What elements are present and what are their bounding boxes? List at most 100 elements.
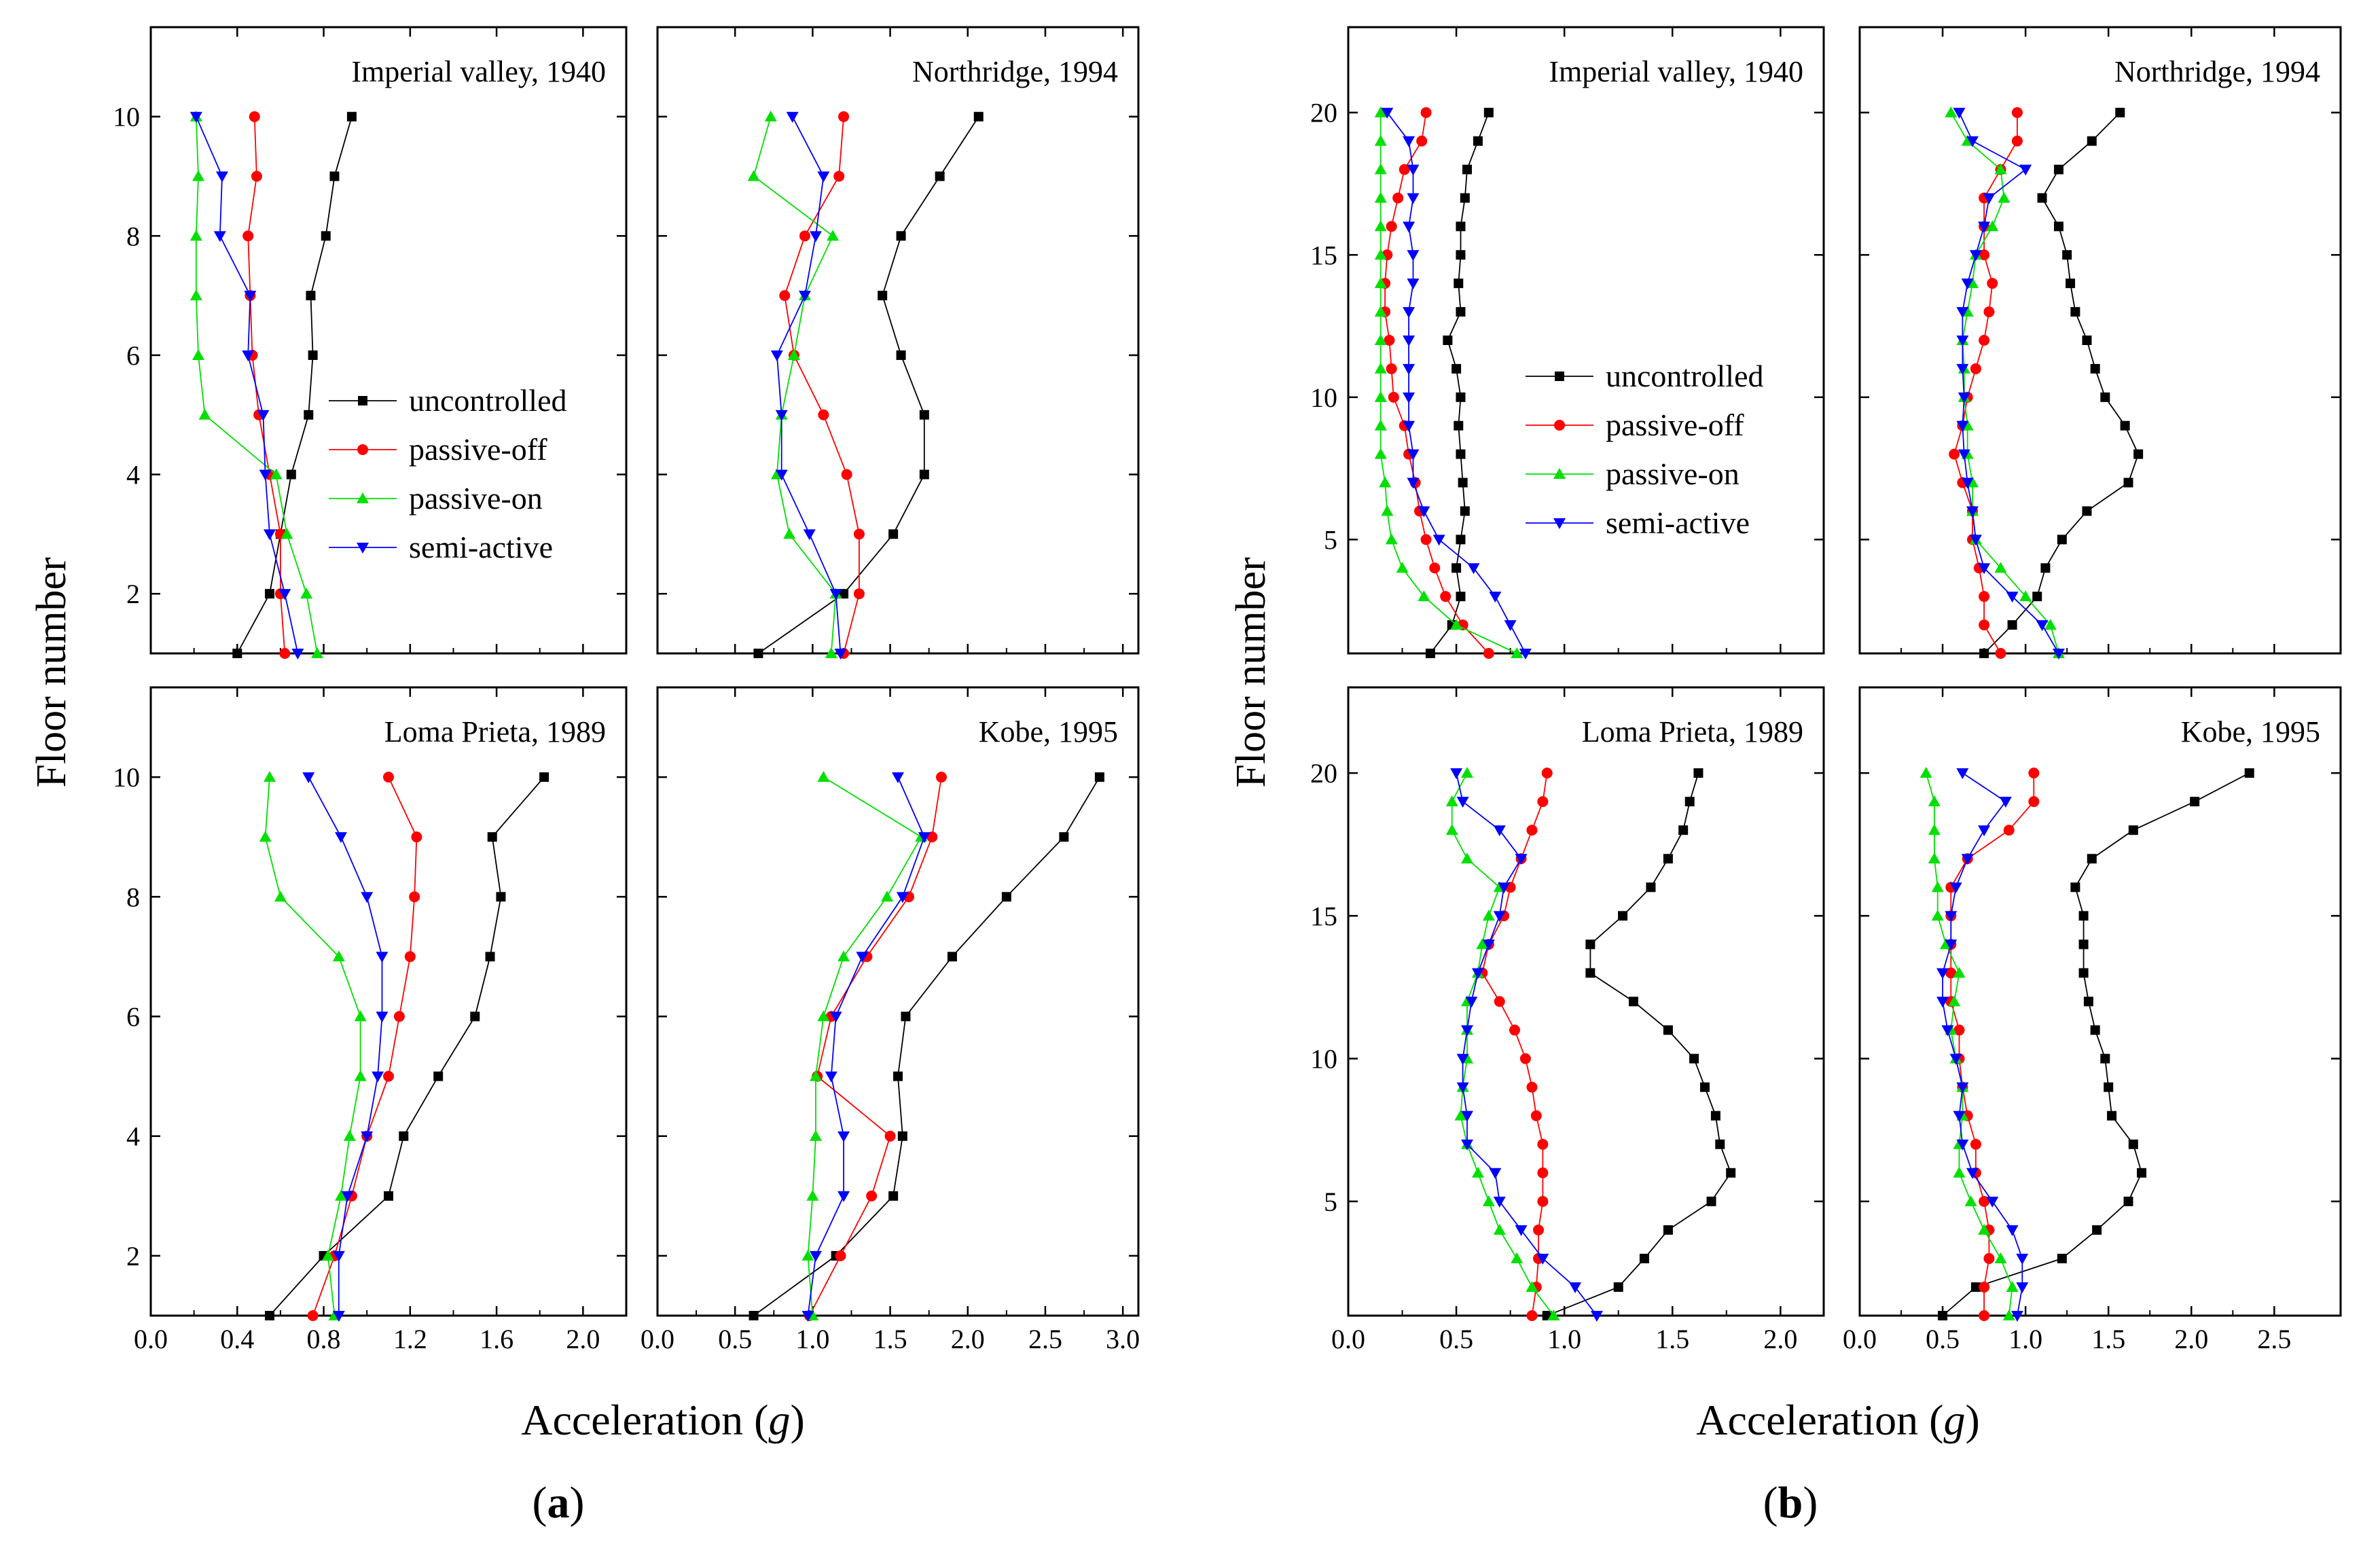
data-point xyxy=(1392,192,1404,204)
y-tick-label: 5 xyxy=(1324,524,1337,555)
data-point xyxy=(1456,250,1466,260)
data-point xyxy=(1936,996,1949,1008)
data-point xyxy=(896,231,906,241)
data-point xyxy=(841,469,852,480)
data-point xyxy=(1489,592,1502,603)
data-point xyxy=(1407,193,1420,204)
data-point xyxy=(1374,362,1387,374)
legend-marker xyxy=(1555,372,1564,381)
data-point xyxy=(1511,1252,1523,1263)
data-point xyxy=(1526,1310,1538,1321)
data-point xyxy=(1386,221,1397,232)
data-point xyxy=(1526,825,1538,836)
series-semi-active xyxy=(190,111,304,660)
data-point xyxy=(1956,1082,1969,1094)
data-point xyxy=(2053,164,2063,175)
data-point xyxy=(470,1011,480,1022)
data-point xyxy=(2128,1139,2138,1149)
data-point xyxy=(926,831,938,843)
data-point xyxy=(485,952,495,962)
data-point xyxy=(2062,250,2072,260)
data-point xyxy=(1961,278,1974,290)
data-point xyxy=(2002,1310,2015,1320)
data-point xyxy=(1945,911,1958,922)
data-point xyxy=(1530,1110,1542,1121)
data-point xyxy=(1396,562,1409,573)
data-point xyxy=(2082,506,2092,516)
data-point xyxy=(1454,420,1464,431)
data-point xyxy=(1986,1196,1999,1208)
x-tick-label: 0.5 xyxy=(1926,1324,1960,1354)
data-point xyxy=(1483,107,1494,118)
data-point xyxy=(1381,107,1394,119)
data-point xyxy=(1969,250,1982,261)
data-point xyxy=(265,1311,274,1320)
panel-4: 0.0 0.5 1.0 1.5 2.0 2.5 3.0 Kobe, 1995 xyxy=(641,686,1140,1354)
data-point xyxy=(1938,1311,1948,1320)
data-point xyxy=(259,469,272,481)
data-point xyxy=(2016,1253,2029,1265)
data-point xyxy=(304,410,314,420)
series-line xyxy=(809,776,942,1316)
data-point xyxy=(1381,505,1394,516)
data-point xyxy=(1986,220,1999,232)
data-point xyxy=(242,230,254,242)
series-passive-on xyxy=(259,771,367,1320)
data-point xyxy=(818,409,829,420)
x-axis-label: Acceleration (g) xyxy=(521,1396,805,1444)
data-point xyxy=(803,529,816,541)
data-point xyxy=(1585,939,1595,950)
legend-label: semi-active xyxy=(409,530,553,564)
panel-title: Northridge, 1994 xyxy=(2114,55,2320,88)
data-point xyxy=(1970,363,1981,374)
data-point xyxy=(2115,107,2125,118)
data-point xyxy=(278,589,291,600)
data-point xyxy=(411,831,422,843)
data-point xyxy=(837,1191,850,1202)
data-point xyxy=(1979,249,1990,261)
data-point xyxy=(1945,939,1958,951)
data-point xyxy=(1941,1025,1954,1036)
data-point xyxy=(192,170,204,181)
data-point xyxy=(1953,107,1966,119)
x-tick-label: 1.5 xyxy=(873,1324,907,1354)
data-point xyxy=(1094,772,1104,782)
series-semi-active xyxy=(1936,768,2029,1322)
panel-1: 2 4 6 8 10 Imperial valley, 1940 xyxy=(113,26,628,660)
y-tick-label: 20 xyxy=(1310,98,1337,128)
series-line xyxy=(264,777,361,1316)
data-point xyxy=(1987,278,1998,289)
data-point xyxy=(1515,854,1528,865)
data-point xyxy=(1537,1167,1549,1178)
data-point xyxy=(1471,1166,1484,1178)
data-point xyxy=(1956,420,1969,432)
data-point xyxy=(2090,1025,2100,1035)
data-point xyxy=(1452,363,1462,374)
data-point xyxy=(1454,278,1464,289)
data-point xyxy=(799,230,810,242)
data-point xyxy=(2104,1082,2114,1092)
data-point xyxy=(1515,1225,1528,1236)
data-point xyxy=(806,1189,819,1201)
series-line xyxy=(757,116,979,654)
data-point xyxy=(198,408,211,420)
data-point xyxy=(1482,909,1495,921)
data-point xyxy=(798,291,811,302)
data-point xyxy=(919,469,929,480)
data-point xyxy=(1460,193,1470,203)
series-line xyxy=(1380,112,1517,654)
data-point xyxy=(1613,1282,1623,1292)
data-point xyxy=(354,1070,367,1081)
data-point xyxy=(1456,221,1466,232)
data-point xyxy=(888,1191,899,1201)
plot-frame xyxy=(1858,686,2342,1317)
data-point xyxy=(935,171,945,181)
series-line xyxy=(784,116,860,654)
data-point xyxy=(1966,136,1979,147)
data-point xyxy=(1949,882,1962,894)
data-point xyxy=(2082,336,2092,345)
x-tick-label: 1.0 xyxy=(1547,1324,1581,1354)
x-tick-label: 0.0 xyxy=(1843,1324,1877,1354)
data-point xyxy=(1445,795,1458,807)
data-point xyxy=(1418,590,1430,602)
